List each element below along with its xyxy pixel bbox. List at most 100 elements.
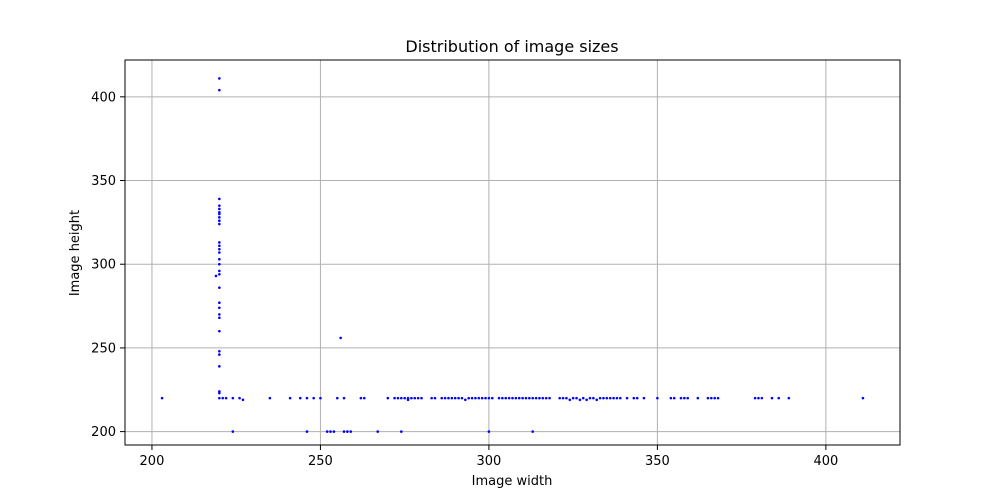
data-point: [218, 269, 221, 273]
data-point: [218, 197, 221, 201]
data-point: [686, 396, 690, 400]
data-point: [612, 396, 615, 400]
data-point: [595, 398, 599, 402]
data-point: [218, 222, 221, 226]
data-point: [410, 396, 413, 400]
data-point: [497, 396, 501, 400]
data-point: [487, 396, 491, 400]
data-point: [349, 430, 353, 433]
data-point: [218, 77, 221, 80]
data-point: [443, 396, 447, 400]
data-point: [484, 396, 487, 400]
data-point: [464, 398, 467, 402]
data-point: [305, 430, 309, 433]
data-point: [588, 396, 592, 400]
data-point: [218, 247, 221, 251]
y-tick-label: 300: [91, 258, 116, 273]
data-point: [548, 396, 551, 400]
data-point: [305, 396, 309, 400]
data-point: [544, 396, 548, 400]
data-point: [430, 396, 433, 400]
x-axis-label: Image width: [472, 474, 553, 489]
data-point: [565, 396, 568, 400]
data-point: [218, 329, 221, 333]
data-point: [400, 430, 403, 433]
data-point: [753, 396, 757, 400]
data-point: [531, 396, 535, 400]
data-point: [433, 396, 437, 400]
data-point: [592, 396, 595, 400]
data-point: [218, 353, 221, 356]
data-point: [575, 396, 578, 400]
data-point: [218, 391, 221, 395]
data-point: [514, 396, 518, 400]
data-point: [218, 301, 221, 305]
data-point: [760, 396, 764, 400]
data-point: [231, 396, 235, 400]
data-point: [696, 396, 700, 400]
data-point: [420, 396, 423, 400]
data-point: [757, 396, 760, 400]
data-point: [329, 430, 332, 433]
data-point: [521, 396, 524, 400]
data-point: [218, 251, 221, 254]
y-tick-label: 350: [91, 174, 116, 189]
data-point: [453, 396, 457, 400]
x-tick-label: 250: [308, 454, 333, 469]
data-point: [511, 396, 514, 400]
data-point: [770, 396, 774, 400]
data-point: [359, 396, 363, 400]
data-point: [561, 396, 565, 400]
data-point: [474, 396, 477, 400]
y-tick-label: 200: [91, 425, 116, 440]
grid-lines: [125, 60, 900, 445]
data-point: [231, 430, 235, 433]
data-point: [541, 396, 545, 400]
data-point: [403, 396, 406, 400]
data-point: [672, 396, 676, 400]
data-point: [218, 204, 221, 207]
data-point: [218, 207, 221, 211]
data-point: [524, 396, 528, 400]
data-point: [241, 398, 245, 402]
data-point: [534, 396, 538, 400]
data-point: [605, 396, 609, 400]
data-point: [487, 430, 491, 433]
data-point: [710, 396, 713, 400]
data-point: [339, 336, 342, 340]
data-point: [632, 396, 636, 400]
data-point: [325, 430, 329, 433]
data-point: [396, 396, 400, 400]
data-point: [477, 396, 481, 400]
data-point: [581, 396, 585, 400]
y-axis-ticks: 200 250 300 350 400: [91, 90, 125, 440]
data-point: [218, 316, 221, 320]
data-point: [218, 272, 221, 276]
data-point: [635, 396, 639, 400]
data-point: [224, 396, 228, 400]
data-point: [861, 396, 865, 400]
data-points: [160, 77, 865, 433]
data-point: [619, 396, 622, 400]
data-point: [214, 274, 218, 278]
data-point: [615, 396, 619, 400]
data-point: [218, 88, 221, 92]
data-point: [393, 396, 396, 400]
data-point: [490, 396, 494, 400]
x-tick-label: 200: [140, 454, 165, 469]
data-point: [440, 396, 444, 400]
data-point: [160, 396, 164, 400]
data-point: [787, 396, 791, 400]
data-point: [504, 396, 508, 400]
data-point: [218, 306, 221, 310]
data-point: [238, 396, 241, 400]
data-point: [777, 396, 780, 400]
data-point: [332, 430, 336, 433]
y-tick-label: 250: [91, 341, 116, 356]
data-point: [342, 396, 346, 400]
data-point: [218, 212, 221, 216]
x-axis-ticks: 200 250 300 350 400: [140, 445, 838, 469]
data-point: [218, 241, 221, 244]
x-tick-label: 400: [813, 454, 838, 469]
data-point: [362, 396, 366, 400]
